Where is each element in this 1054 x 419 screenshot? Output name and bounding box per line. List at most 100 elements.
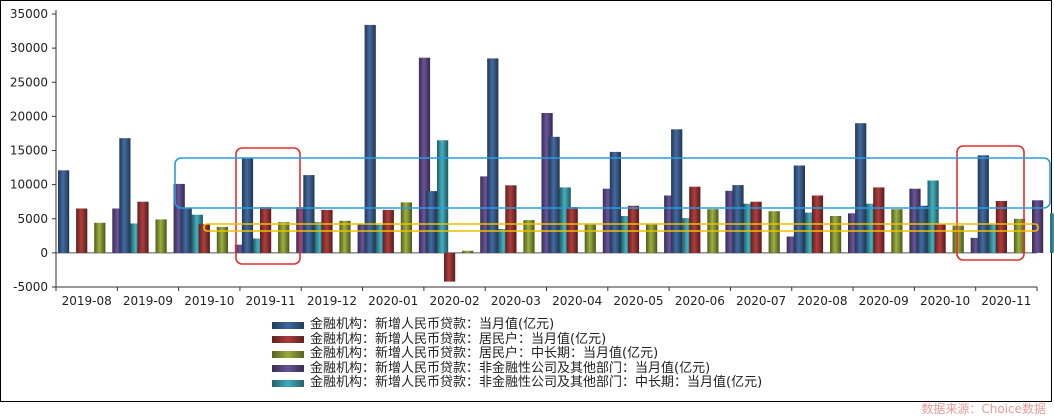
bar: [750, 201, 762, 253]
legend-item: 金融机构：新增人民币贷款：当月值(亿元): [272, 317, 762, 333]
bar: [646, 223, 658, 253]
x-tick-label: 2019-10: [184, 294, 234, 308]
legend-item: 金融机构：新增人民币贷款：居民户：当月值(亿元): [272, 331, 762, 348]
bar: [216, 226, 228, 253]
bar: [418, 57, 431, 253]
bar: [462, 250, 474, 253]
bar: [855, 123, 867, 253]
bar: [1013, 218, 1026, 253]
highlight-box-red-2019-11: [235, 147, 301, 265]
bar: [620, 216, 633, 253]
bar: [804, 212, 816, 253]
bar: [609, 151, 621, 253]
bar: [130, 223, 142, 253]
bar: [137, 201, 149, 253]
bar: [743, 203, 755, 253]
x-tick-label: 2020-08: [797, 294, 847, 308]
bar: [548, 136, 560, 253]
bar: [498, 229, 510, 253]
bar: [94, 222, 106, 253]
bar: [119, 138, 131, 253]
bar: [444, 252, 456, 282]
bar: [505, 185, 517, 253]
bar: [375, 224, 387, 253]
y-tick-label: 30000: [10, 41, 48, 55]
bar: [732, 185, 744, 253]
legend-swatch: [272, 336, 304, 344]
bars: [58, 24, 1054, 282]
bar: [314, 222, 326, 253]
bar: [682, 218, 694, 253]
bar: [278, 222, 290, 253]
bar: [952, 225, 964, 253]
bar: [112, 208, 124, 253]
x-tick-label: 2020-06: [675, 294, 725, 308]
bar: [559, 187, 571, 253]
x-tick-label: 2020-05: [613, 294, 663, 308]
bar: [689, 186, 701, 253]
x-tick-label: 2019-09: [123, 294, 173, 308]
legend-label: 金融机构：新增人民币贷款：非金融性公司及其他部门：当月值(亿元): [310, 360, 711, 376]
bar: [191, 214, 203, 253]
x-tick-label: 2019-08: [62, 294, 112, 308]
bar: [437, 140, 449, 253]
bar: [339, 220, 351, 253]
bar: [198, 224, 210, 253]
bar: [253, 238, 265, 253]
legend-label: 金融机构：新增人民币贷款：非金融性公司及其他部门：中长期：当月值(亿元): [310, 375, 763, 390]
bar: [296, 207, 308, 253]
bar: [970, 237, 982, 253]
legend-item: 金融机构：新增人民币贷款：非金融性公司及其他部门：当月值(亿元): [272, 360, 762, 377]
highlight-band-yellow: [203, 223, 1039, 232]
legend-label: 金融机构：新增人民币贷款：当月值(亿元): [310, 317, 555, 332]
bar: [909, 188, 921, 253]
y-tick-label: 15000: [10, 144, 48, 158]
y-tick-label: 35000: [10, 7, 48, 21]
source-note: 数据来源：Choice数据: [921, 402, 1046, 416]
bar: [866, 203, 878, 253]
legend-label: 金融机构：新增人民币贷款：居民户：当月值(亿元): [310, 331, 607, 347]
y-tick-label: 10000: [10, 178, 48, 192]
legend-swatch: [272, 350, 304, 358]
bar: [988, 224, 1000, 253]
legend-swatch: [272, 365, 304, 373]
bar: [873, 187, 885, 253]
x-tick-label: 2020-07: [736, 294, 786, 308]
bar: [241, 158, 254, 253]
y-tick-label: 5000: [17, 212, 48, 226]
bar: [602, 188, 614, 253]
y-tick-label: 25000: [10, 75, 48, 89]
x-tick-label: 2020-04: [552, 294, 602, 308]
bar: [180, 207, 192, 253]
x-tick-label: 2020-03: [491, 294, 541, 308]
bar: [400, 202, 412, 253]
bar: [934, 223, 946, 253]
axes: -5000 0 5000 10000 15000 20000 25000 30000 35000…: [10, 7, 1038, 308]
x-tick-label: 2020-02: [429, 294, 479, 308]
bar: [364, 24, 376, 253]
bar: [793, 165, 805, 253]
bar: [725, 190, 737, 253]
legend-item: 金融机构：新增人民币贷款：居民户：中长期：当月值(亿元): [272, 346, 762, 362]
bar: [786, 236, 798, 253]
x-tick-label: 2019-11: [246, 294, 296, 308]
legend-swatch: [272, 379, 304, 387]
x-tick-label: 2019-12: [307, 294, 357, 308]
bar: [480, 176, 492, 253]
legend-item: 金融机构：新增人民币贷款：非金融性公司及其他部门：中长期：当月值(亿元): [272, 375, 763, 391]
bar: [260, 207, 272, 253]
legend-swatch: [272, 321, 304, 329]
bar: [995, 201, 1007, 253]
bar: [425, 191, 438, 253]
bar: [487, 58, 499, 253]
annotations: [174, 145, 1051, 265]
y-tick-label: -5000: [13, 280, 48, 294]
bar: [303, 175, 315, 253]
bar: [566, 207, 578, 253]
bar: [357, 224, 369, 253]
bar: [848, 213, 860, 253]
bar: [234, 244, 247, 253]
bar: [523, 220, 535, 253]
y-tick-label: 20000: [10, 109, 48, 123]
